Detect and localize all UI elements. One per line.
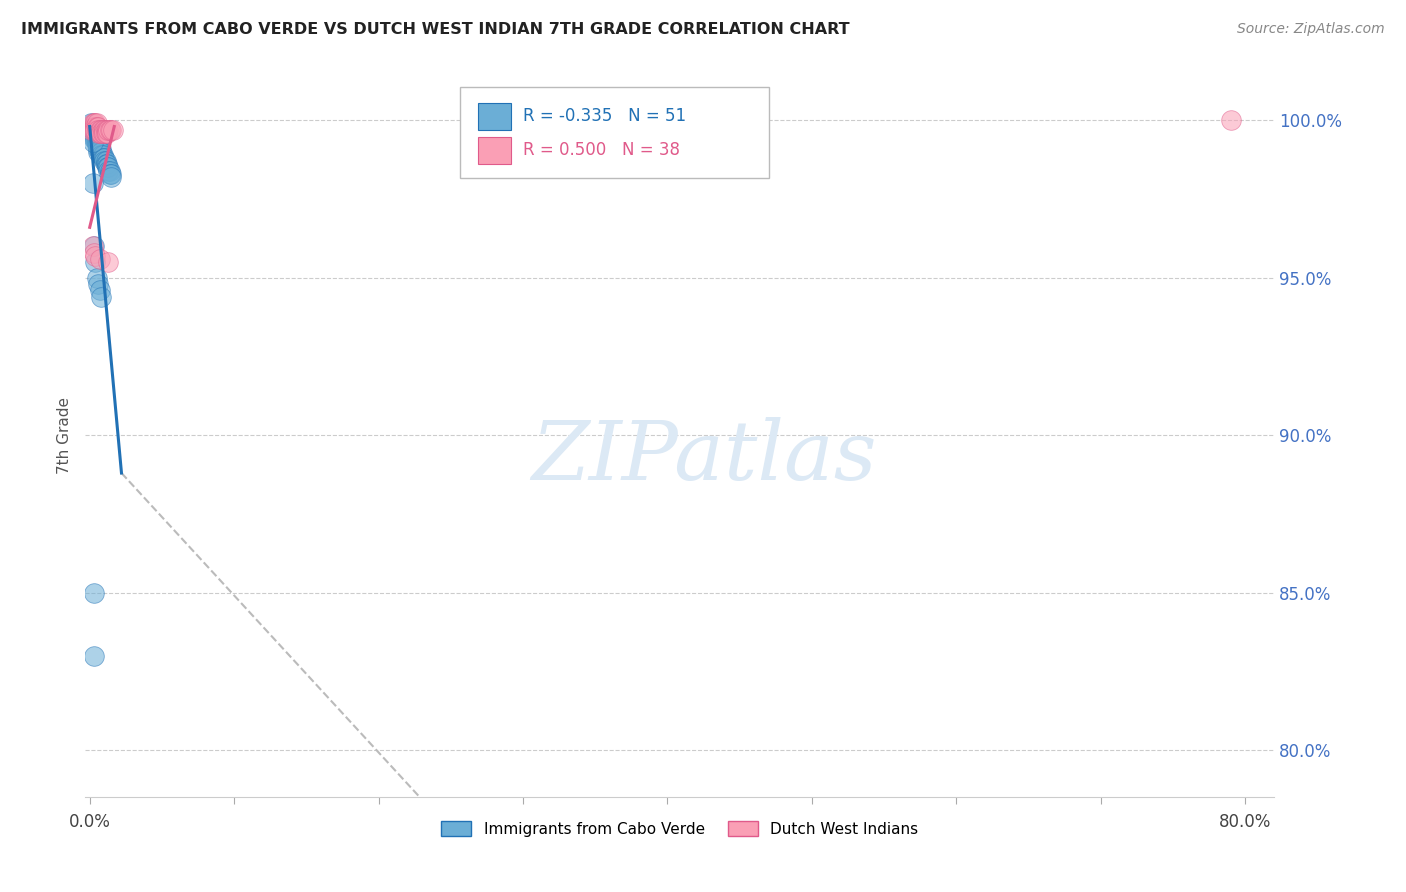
Y-axis label: 7th Grade: 7th Grade <box>58 397 72 474</box>
Point <box>93 154 115 169</box>
Point <box>87 138 110 153</box>
Point <box>86 128 108 143</box>
Point <box>84 132 107 146</box>
Point <box>94 122 117 136</box>
Point <box>87 126 110 140</box>
Point <box>83 648 105 663</box>
Point <box>86 136 108 150</box>
Point <box>96 161 118 175</box>
Point <box>83 132 105 146</box>
Point <box>100 167 122 181</box>
Point <box>86 120 108 134</box>
Point <box>82 120 104 134</box>
Point <box>90 148 112 162</box>
Point <box>89 283 111 297</box>
Point <box>83 122 105 136</box>
Point <box>83 116 105 130</box>
Point <box>82 116 104 130</box>
Point <box>90 142 112 156</box>
Point <box>89 252 111 266</box>
Point <box>89 142 111 156</box>
Point <box>84 116 107 130</box>
Point <box>98 167 121 181</box>
Point <box>89 122 111 136</box>
Point <box>87 120 110 134</box>
Text: R = 0.500   N = 38: R = 0.500 N = 38 <box>523 142 679 160</box>
Point <box>86 116 108 130</box>
FancyBboxPatch shape <box>478 136 510 164</box>
Point <box>98 122 121 136</box>
Point <box>93 126 115 140</box>
Point <box>98 163 121 178</box>
Text: IMMIGRANTS FROM CABO VERDE VS DUTCH WEST INDIAN 7TH GRADE CORRELATION CHART: IMMIGRANTS FROM CABO VERDE VS DUTCH WEST… <box>21 22 849 37</box>
Point <box>80 122 103 136</box>
Point <box>84 255 107 269</box>
Point <box>83 120 105 134</box>
Point <box>82 122 104 136</box>
Point <box>91 122 114 136</box>
Point <box>82 239 104 253</box>
Text: ZIPatlas: ZIPatlas <box>530 417 876 497</box>
Point <box>84 122 107 136</box>
Point <box>80 122 103 136</box>
Point <box>80 116 103 130</box>
Point <box>100 169 122 184</box>
Point <box>89 138 111 153</box>
Point <box>82 122 104 136</box>
Point <box>82 176 104 190</box>
Point <box>83 245 105 260</box>
Point <box>91 148 114 162</box>
Point <box>100 122 122 136</box>
Point <box>84 120 107 134</box>
Point <box>84 249 107 263</box>
Point <box>87 122 110 136</box>
Point <box>90 290 112 304</box>
Point <box>93 151 115 165</box>
Point <box>84 128 107 143</box>
Point <box>91 126 114 140</box>
Point <box>82 126 104 140</box>
Point <box>86 122 108 136</box>
Point <box>83 126 105 140</box>
Point <box>97 122 120 136</box>
Point <box>90 122 112 136</box>
Point <box>87 136 110 150</box>
Point <box>90 126 112 140</box>
Point <box>83 122 105 136</box>
Point <box>82 120 104 134</box>
Point <box>86 138 108 153</box>
Point <box>86 132 108 146</box>
Point <box>83 585 105 599</box>
FancyBboxPatch shape <box>460 87 769 178</box>
Point <box>87 145 110 159</box>
FancyBboxPatch shape <box>478 103 510 130</box>
Point <box>82 136 104 150</box>
Point <box>83 239 105 253</box>
Point <box>97 163 120 178</box>
Point <box>89 126 111 140</box>
Point <box>94 154 117 169</box>
Point <box>96 126 118 140</box>
Legend: Immigrants from Cabo Verde, Dutch West Indians: Immigrants from Cabo Verde, Dutch West I… <box>433 813 927 844</box>
Point <box>94 126 117 140</box>
Point <box>87 277 110 291</box>
Point <box>96 122 118 136</box>
Point <box>89 145 111 159</box>
Point <box>86 270 108 285</box>
Point <box>87 142 110 156</box>
Text: R = -0.335   N = 51: R = -0.335 N = 51 <box>523 107 686 126</box>
Point <box>97 255 120 269</box>
Point <box>90 145 112 159</box>
Point <box>84 126 107 140</box>
Text: Source: ZipAtlas.com: Source: ZipAtlas.com <box>1237 22 1385 37</box>
Point <box>97 161 120 175</box>
Point <box>83 120 105 134</box>
Point <box>93 122 115 136</box>
Point <box>101 122 124 136</box>
Point <box>94 157 117 171</box>
Point <box>83 128 105 143</box>
Point <box>96 157 118 171</box>
Point <box>1219 113 1241 128</box>
Point <box>91 151 114 165</box>
